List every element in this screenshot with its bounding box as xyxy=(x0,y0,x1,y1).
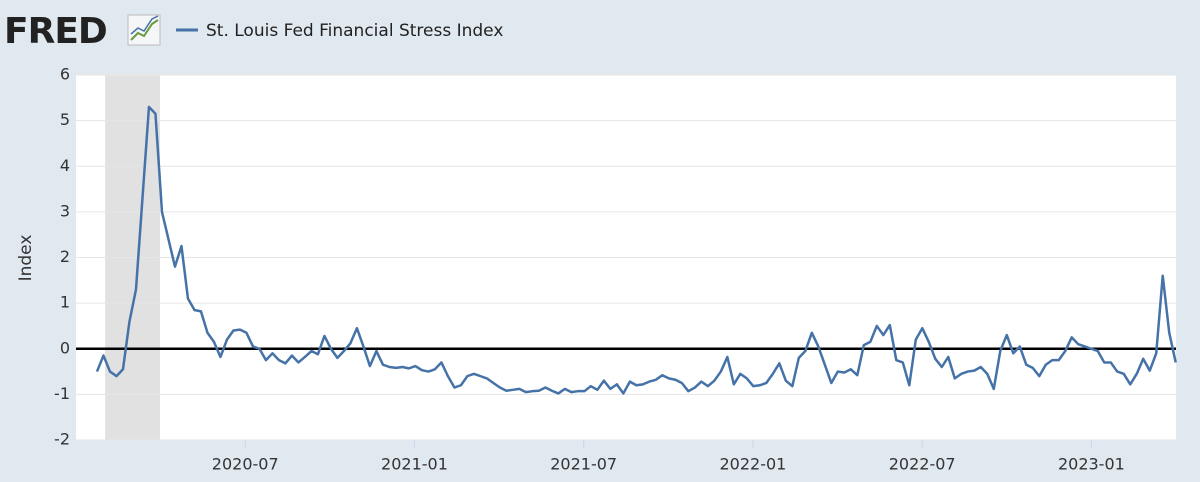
logo-icon xyxy=(127,14,161,46)
y-tick-label: 6 xyxy=(60,65,70,84)
y-axis-title: Index xyxy=(16,235,36,282)
x-tick-label: 2020-07 xyxy=(212,455,279,474)
y-tick-label: 0 xyxy=(60,338,70,357)
logo-icon-line xyxy=(130,19,159,41)
y-tick-label: 5 xyxy=(60,110,70,129)
brand-logo: FRED xyxy=(4,11,107,52)
y-tick-label: 1 xyxy=(60,293,70,312)
x-tick-label: 2021-07 xyxy=(550,455,617,474)
y-tick-label: -1 xyxy=(54,384,70,403)
y-tick-label: 2 xyxy=(60,247,70,266)
series-line xyxy=(95,105,1177,395)
x-tick-label: 2023-01 xyxy=(1058,455,1125,474)
y-tick-label: 4 xyxy=(60,156,70,175)
legend-label: St. Louis Fed Financial Stress Index xyxy=(206,21,503,41)
x-tick-label: 2021-01 xyxy=(381,455,448,474)
logo-icon-line xyxy=(130,15,159,35)
y-tick-label: -2 xyxy=(54,430,70,449)
y-tick-label: 3 xyxy=(60,201,70,220)
x-tick-label: 2022-01 xyxy=(719,455,786,474)
x-tick-label: 2022-07 xyxy=(889,455,956,474)
